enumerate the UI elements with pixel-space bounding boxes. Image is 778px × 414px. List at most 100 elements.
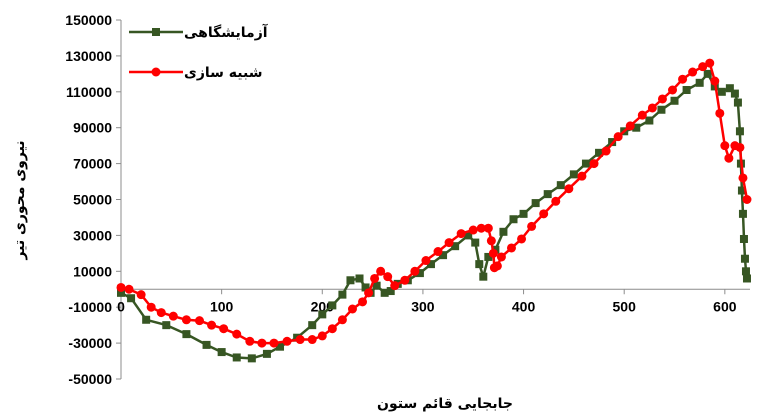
data-point [372, 281, 381, 290]
data-point [468, 225, 478, 235]
data-point [730, 89, 739, 98]
legend: آزمایشگاهی شبیه سازی [129, 23, 269, 81]
data-point [276, 342, 285, 351]
data-point [564, 184, 574, 194]
data-point [738, 209, 747, 218]
data-point [486, 236, 496, 246]
data-point [355, 274, 364, 283]
data-point [657, 105, 666, 114]
data-point [410, 266, 420, 276]
data-point [269, 338, 279, 348]
data-point [595, 148, 604, 157]
data-point [124, 284, 134, 294]
y-tick-label: -30000 [68, 335, 112, 351]
data-point [245, 336, 255, 346]
x-axis-ticks: 0 100 200 300 400 500 600 [117, 289, 737, 314]
data-point [625, 121, 635, 131]
data-point [742, 195, 752, 204]
legend-label: شبیه سازی [184, 65, 262, 81]
data-point [383, 272, 393, 282]
data-point [506, 243, 516, 253]
data-point [181, 315, 191, 325]
data-point [471, 238, 480, 247]
data-point [517, 234, 527, 244]
data-point [741, 267, 750, 276]
data-point [307, 335, 317, 345]
data-point [724, 153, 734, 163]
data-point [346, 276, 355, 285]
y-tick-label: 70000 [73, 156, 112, 172]
data-point [380, 288, 389, 297]
y-tick-label: 150000 [65, 12, 112, 28]
data-point [735, 142, 745, 152]
data-point [492, 261, 502, 271]
data-point [207, 320, 217, 330]
data-point [657, 94, 667, 104]
y-tick-label: 110000 [66, 84, 112, 100]
x-tick-label: 600 [713, 298, 737, 314]
data-point [668, 85, 678, 95]
data-point [581, 159, 590, 168]
series-1 [117, 69, 751, 363]
data-point [725, 84, 734, 93]
data-point [386, 287, 395, 296]
data-point [601, 146, 611, 156]
data-point [670, 96, 679, 105]
data-point [451, 242, 460, 251]
data-point [710, 76, 720, 86]
data-point [182, 330, 191, 339]
data-point [308, 321, 317, 330]
y-tick-label: 50000 [73, 192, 112, 208]
data-point [556, 181, 565, 190]
data-point [527, 221, 537, 231]
x-tick-label: 0 [117, 298, 125, 314]
data-point [476, 223, 486, 233]
data-point [703, 69, 712, 78]
data-point [733, 98, 742, 107]
data-point [551, 196, 561, 206]
data-point [136, 290, 146, 300]
data-point [168, 311, 178, 321]
data-point [475, 260, 484, 269]
data-point [318, 310, 327, 319]
data-point [376, 266, 386, 276]
data-point [735, 127, 744, 136]
data-point [421, 256, 431, 266]
data-point [678, 74, 688, 84]
y-tick-label: -10000 [68, 299, 112, 315]
data-point [232, 329, 242, 339]
data-point [317, 331, 327, 341]
data-point [613, 132, 623, 142]
data-point [543, 190, 552, 199]
data-point [569, 170, 578, 179]
data-point [695, 78, 704, 87]
data-point [496, 252, 506, 262]
y-tick-label: 130000 [65, 48, 112, 64]
data-point [426, 260, 435, 269]
data-point [682, 86, 691, 95]
data-point [347, 304, 357, 314]
legend-item-2: شبیه سازی [129, 65, 262, 81]
data-point [737, 186, 746, 195]
x-tick-label: 300 [411, 298, 435, 314]
data-point [156, 308, 166, 318]
data-point [509, 215, 518, 224]
data-point [146, 302, 156, 312]
data-point [117, 288, 125, 297]
data-point [202, 340, 211, 349]
data-point [127, 294, 136, 303]
data-point [499, 227, 508, 236]
data-point [415, 269, 424, 278]
data-point [162, 321, 171, 330]
data-point [358, 297, 368, 307]
data-point [390, 281, 400, 291]
data-point [327, 324, 337, 334]
data-point [632, 123, 641, 132]
data-point [433, 247, 443, 257]
data-point [282, 336, 292, 346]
data-point [688, 67, 698, 77]
data-point [370, 273, 380, 283]
data-point [337, 315, 347, 325]
legend-item-1: آزمایشگاهی [129, 23, 269, 41]
